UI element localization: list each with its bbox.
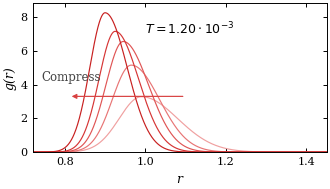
Y-axis label: g(r): g(r) xyxy=(4,66,17,90)
Text: $T = 1.20 \cdot 10^{-3}$: $T = 1.20 \cdot 10^{-3}$ xyxy=(145,20,235,37)
Text: Compress: Compress xyxy=(42,71,101,84)
X-axis label: r: r xyxy=(177,173,182,186)
